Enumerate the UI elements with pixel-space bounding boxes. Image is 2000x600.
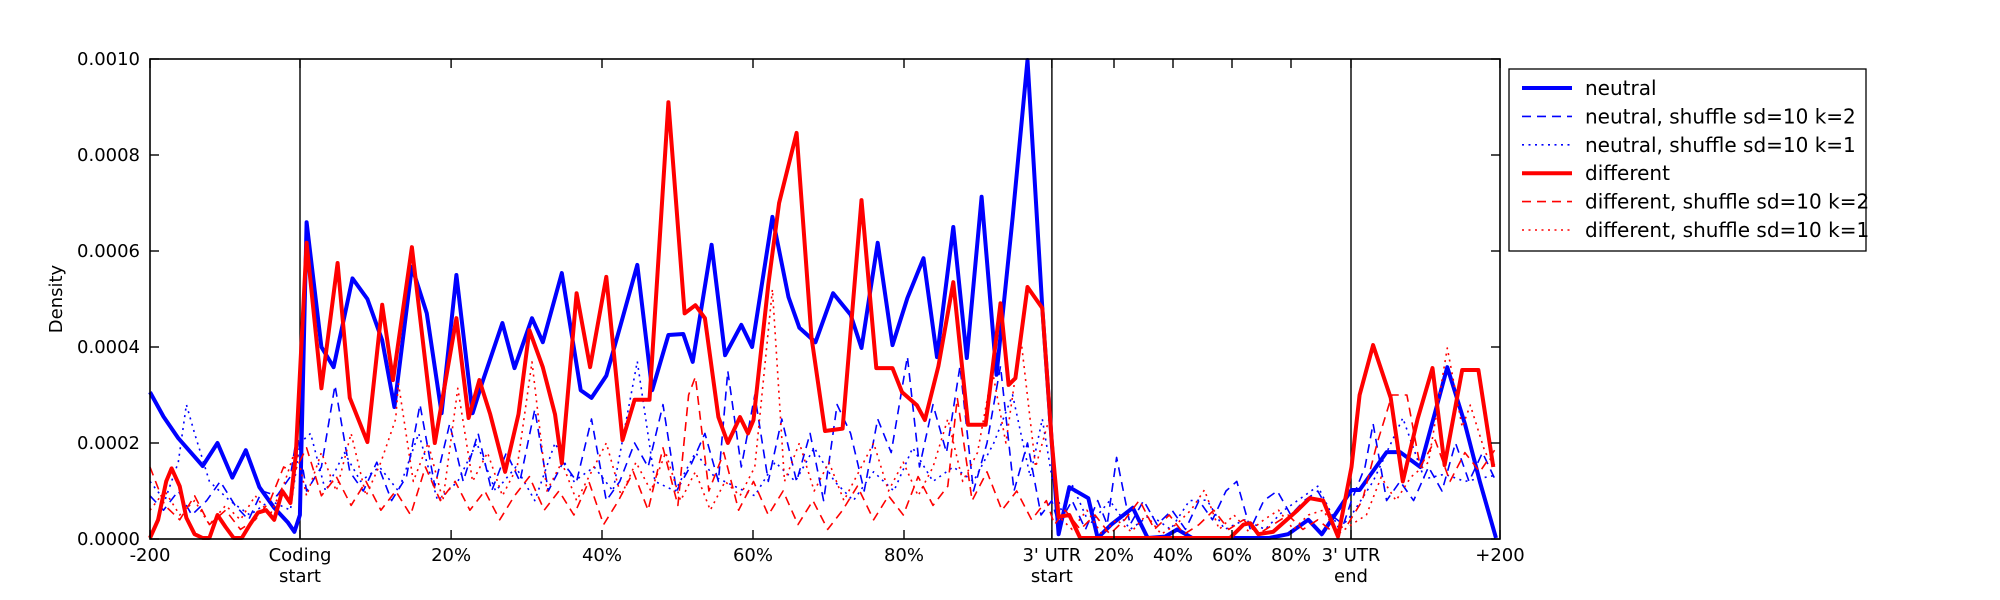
legend-label-different-shuffle-k1: different, shuffle sd=10 k=1 [1585,218,1869,242]
x-tick-label-utr3-end-line1: 3' UTR [1322,545,1381,566]
x-tick-label-utr3-40pct: 40% [1153,545,1193,566]
x-tick-label-utr3-start-line2: start [1031,566,1073,587]
x-tick-label-coding-60pct: 60% [733,545,773,566]
y-tick-label: 0.0004 [77,337,140,358]
x-tick-label-minus-200: -200 [130,545,171,566]
x-tick-label-coding-start-line2: start [279,566,321,587]
x-tick-label-coding-40pct: 40% [582,545,622,566]
legend-label-neutral-shuffle-k1: neutral, shuffle sd=10 k=1 [1585,133,1856,157]
legend-label-neutral-shuffle-k2: neutral, shuffle sd=10 k=2 [1585,104,1856,128]
x-tick-label-utr3-20pct: 20% [1094,545,1134,566]
x-tick-label-utr3-80pct: 80% [1271,545,1311,566]
legend-box [1508,68,1867,252]
legend-label-different: different [1585,161,1670,185]
y-tick-label: 0.0008 [77,145,140,166]
x-tick-label-utr3-60pct: 60% [1212,545,1252,566]
x-tick-label-coding-20pct: 20% [431,545,471,566]
x-tick-label-coding-80pct: 80% [884,545,924,566]
series-line-different-shuffle-k2 [149,375,1496,536]
x-tick-label-coding-start-line1: Coding [269,545,332,566]
x-tick-label-utr3-end-line2: end [1334,566,1368,587]
y-tick-label: 0.0010 [77,49,140,70]
x-tick-label-plus-200: +200 [1475,545,1524,566]
y-tick-label: 0.0000 [77,529,140,550]
y-axis-label: Density [46,264,67,333]
y-tick-label: 0.0006 [77,241,140,262]
series-line-neutral [148,58,1498,540]
y-tick-label: 0.0002 [77,433,140,454]
plot-frame [149,58,1501,540]
legend-label-different-shuffle-k2: different, shuffle sd=10 k=2 [1585,190,1869,214]
x-tick-label-utr3-start-line1: 3' UTR [1022,545,1081,566]
legend-label-neutral: neutral [1585,76,1657,100]
